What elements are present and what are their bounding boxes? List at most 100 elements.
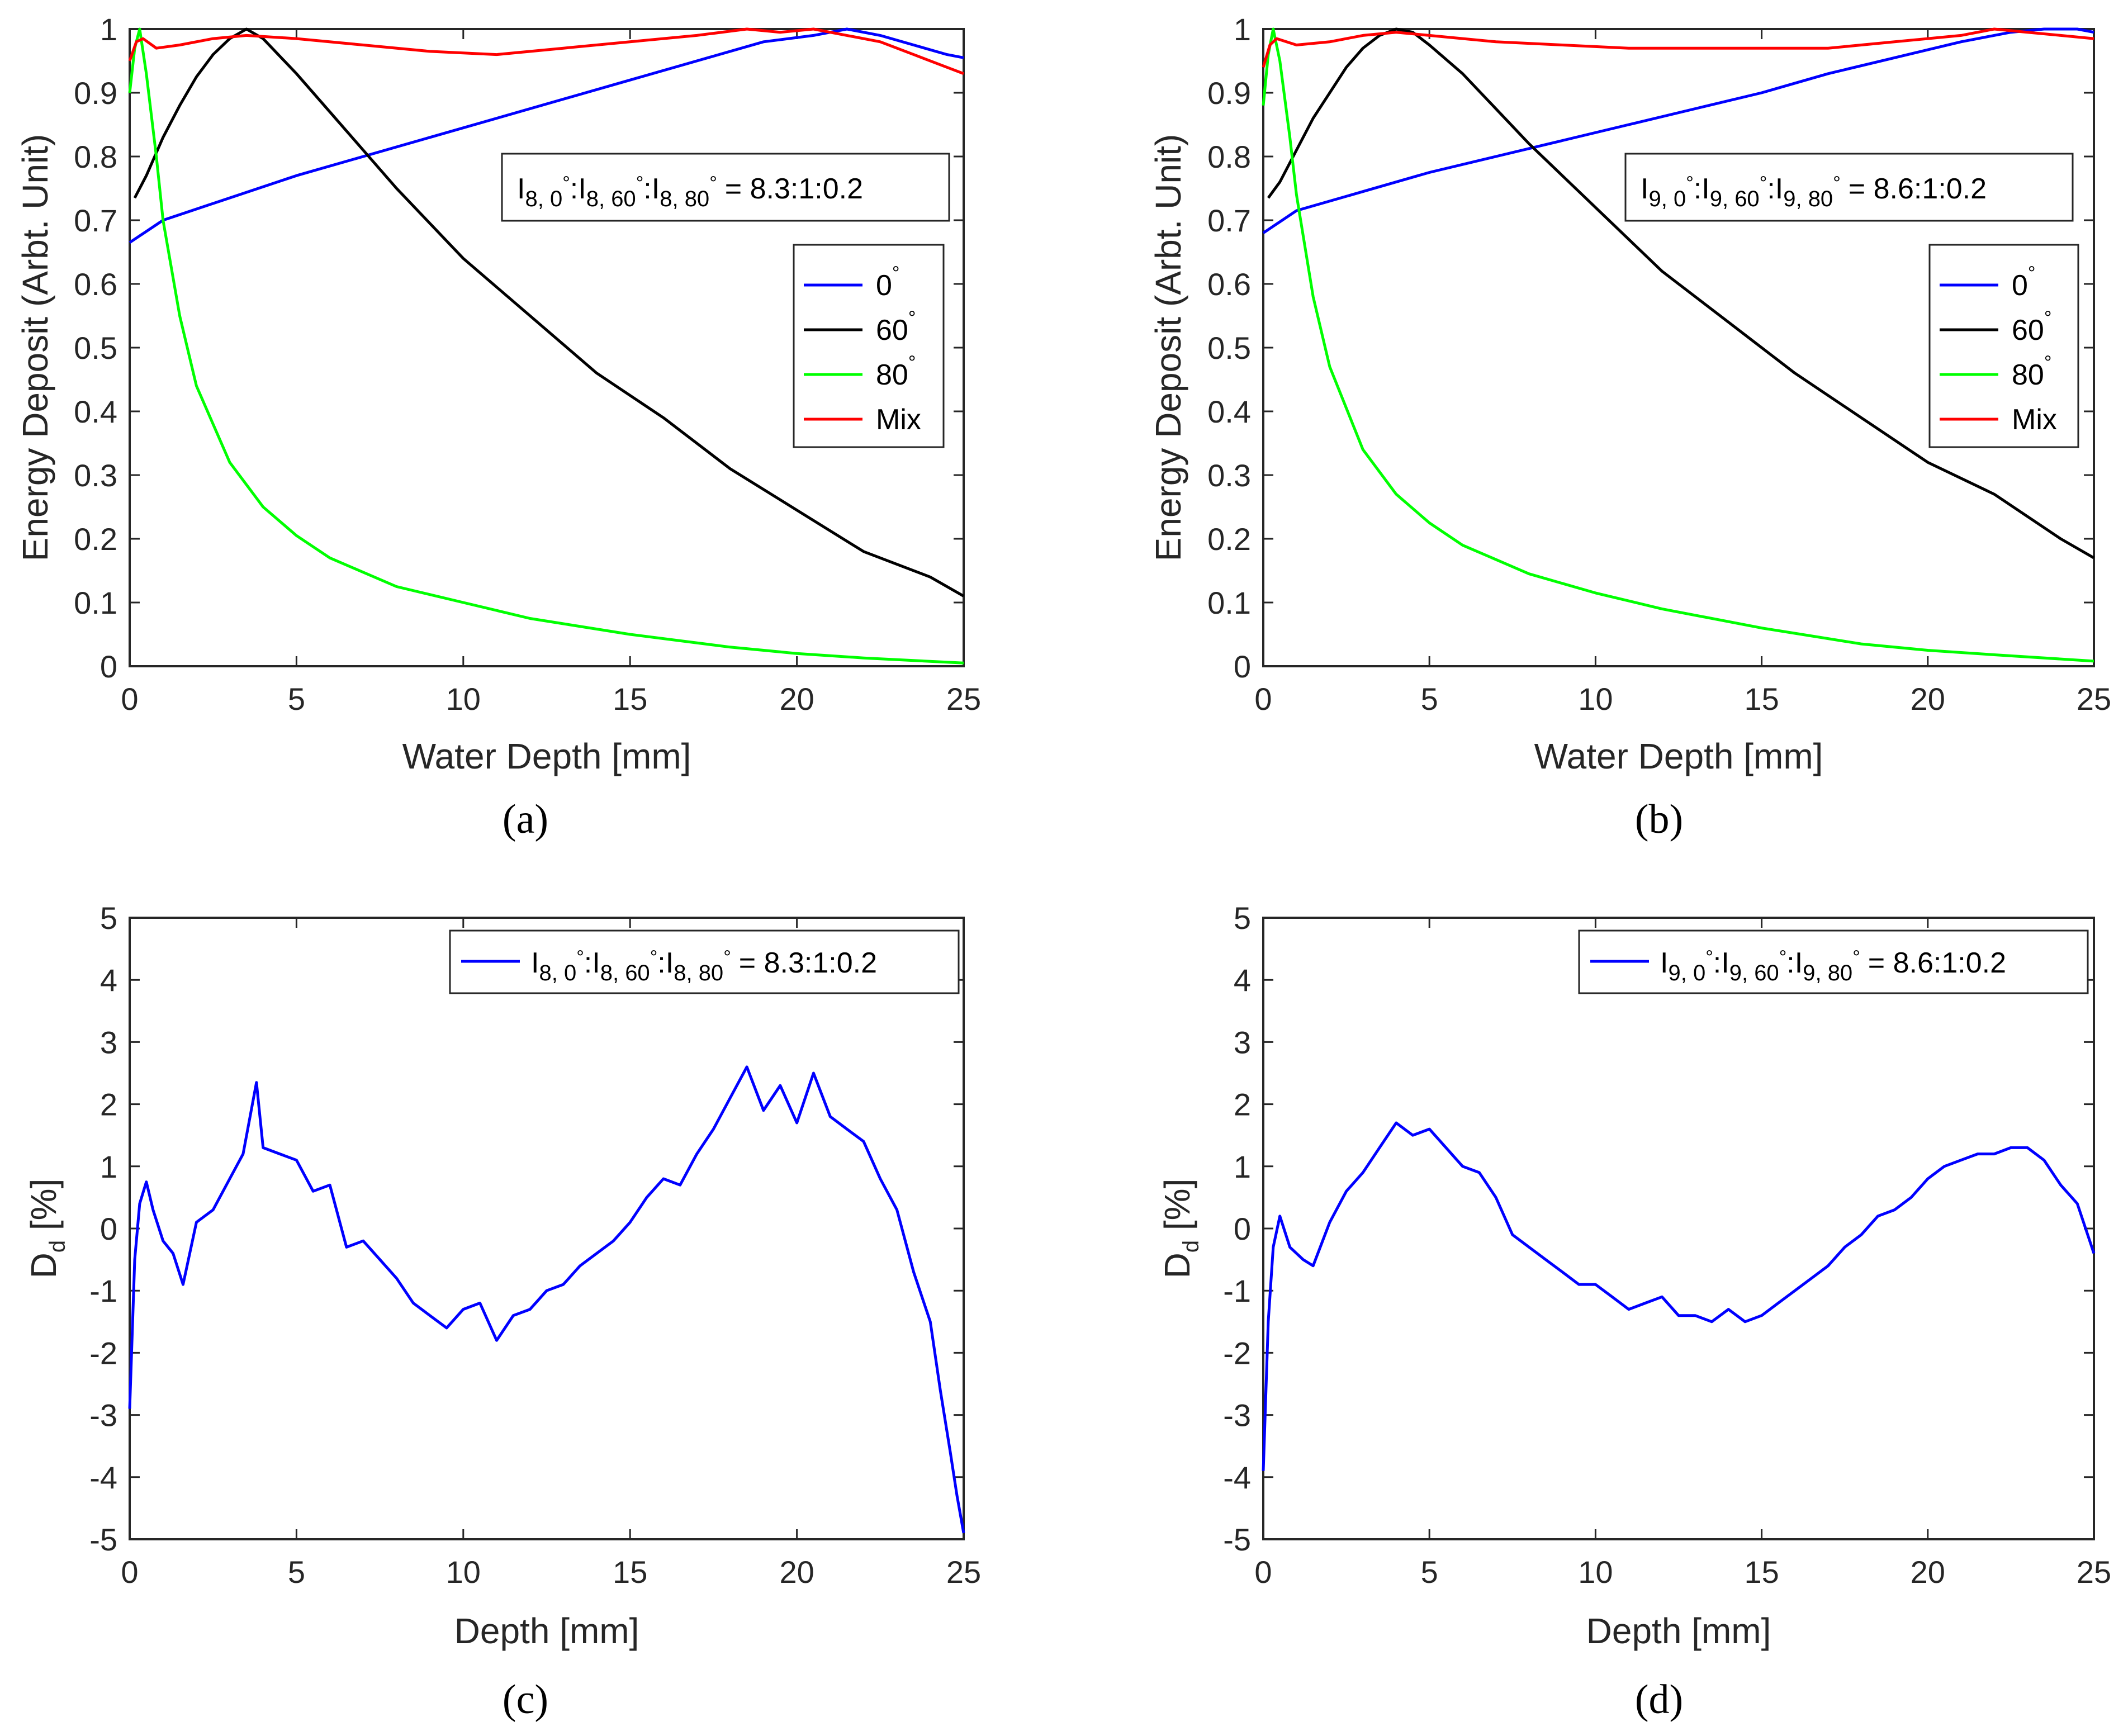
ratio-sub: 9 — [1648, 187, 1661, 211]
panel-b-ratio-box: I9, 0°:I9, 60°:I9, 80° = 8.6:1:0.2 — [1624, 153, 2074, 222]
y-tick-label: -3 — [89, 1398, 117, 1433]
y-tick-label: 1 — [1234, 1149, 1251, 1184]
svg-text:0°: 0° — [876, 263, 900, 302]
y-tick-label: -3 — [1223, 1398, 1251, 1433]
panel-b-legend: 0° 60° 80 ° Mix — [1928, 244, 2079, 448]
legend-label: 80 — [876, 359, 908, 391]
ratio-sub: 9 — [1803, 961, 1815, 985]
ratio-deg: ° — [1852, 947, 1860, 968]
legend-label: 80 — [2012, 359, 2044, 391]
panel-d-lines — [1262, 1121, 2096, 1471]
x-tick-label: 25 — [2077, 1554, 2111, 1590]
svg-text:I8, 0°:I8, 60°:I8, 80°= 8.3:1:: I8, 0°:I8, 60°:I8, 80° = 8.3:1:0.2 — [517, 173, 863, 211]
y-tick-label: 0.1 — [74, 585, 117, 620]
series-line-0 — [1262, 1121, 2096, 1471]
x-tick-label: 10 — [446, 681, 481, 717]
ratio-angle: 80 — [685, 187, 710, 211]
panel-b-ticks: 0 5 10 15 20 25 0 0.1 0.2 0.3 0.4 0.5 0.6 0.7 0.8 0.9 1 — [1207, 12, 2111, 717]
ratio-value: = 8.6:1:0.2 — [1849, 173, 1987, 205]
ratio-sub: 8 — [525, 187, 537, 211]
y-tick-label: -1 — [1223, 1273, 1251, 1308]
ratio-angle: 0 — [550, 187, 562, 211]
x-tick-label: 5 — [288, 681, 305, 717]
ratio-sym: I — [592, 947, 600, 979]
x-tick-label: 20 — [1911, 1554, 1945, 1590]
ratio-deg: ° — [562, 173, 570, 194]
ratio-deg: ° — [576, 947, 584, 968]
panel-b: 0 5 10 15 20 2500.10.20.30.40.50.60.70.80.91 … — [1148, 12, 2111, 842]
y-tick-label: 0 — [1234, 649, 1251, 684]
ratio-sub: 9 — [1783, 187, 1795, 211]
x-tick-label: 15 — [613, 1554, 647, 1590]
panel-b-ylabel: Energy Deposit (Arbt. Unit) — [1148, 134, 1188, 562]
legend-label: 0 — [2012, 269, 2028, 302]
ratio-deg: ° — [1760, 173, 1767, 194]
panel-c-ticks: 0 5 10 15 20 25 -5 -4 -3 -2 -1 0 1 2 3 4 5 — [89, 900, 981, 1590]
x-tick-label: 25 — [2077, 681, 2111, 717]
ratio-sym: I — [1775, 173, 1783, 205]
panel-c-caption: (c) — [503, 1677, 548, 1723]
x-tick-label: 15 — [1744, 1554, 1779, 1590]
ratio-sub: 8 — [674, 961, 686, 985]
x-tick-label: 0 — [121, 681, 138, 717]
panel-a: 0 5 10 15 20 2500.10.20.30.40.50.60.70.80.91 … — [15, 12, 981, 842]
ratio-angle: 0 — [1674, 187, 1686, 211]
y-tick-label: 3 — [100, 1024, 117, 1060]
legend-deg: ° — [908, 352, 916, 373]
legend-label: 60 — [2012, 314, 2044, 347]
panel-b-lines — [1262, 27, 2095, 663]
svg-text:80°: 80° — [876, 352, 916, 391]
legend-label: 60 — [876, 314, 908, 347]
y-tick-label: 0.3 — [74, 458, 117, 493]
legend-deg: ° — [2028, 263, 2036, 284]
ratio-angle: 80 — [1808, 187, 1833, 211]
y-tick-label: 0.4 — [74, 394, 117, 429]
x-tick-label: 20 — [1911, 681, 1945, 717]
ratio-deg: ° — [1686, 173, 1694, 194]
ratio-value: = 8.6:1:0.2 — [1868, 947, 2006, 979]
y-tick-label: -5 — [1223, 1522, 1251, 1557]
svg-text:I8, 0°:I8, 60°:I8, 80°= 8.3:1:: I8, 0°:I8, 60°:I8, 80° = 8.3:1:0.2 — [531, 947, 877, 985]
ratio-sub: 8 — [539, 961, 551, 985]
ratio-deg: ° — [636, 173, 644, 194]
ratio-angle: 60 — [1754, 961, 1779, 985]
series-line-80 — [128, 27, 964, 665]
x-tick-label: 15 — [1744, 681, 1779, 717]
panel-c-legend: I8, 0°:I8, 60°:I8, 80° = 8.3:1:0.2 — [449, 929, 960, 994]
svg-text:60°: 60° — [876, 307, 916, 347]
y-tick-label: 0.1 — [1207, 585, 1251, 620]
panel-d-legend: I9, 0°:I9, 60°:I9, 80° = 8.6:1:0.2 — [1578, 929, 2089, 994]
y-tick-label: 3 — [1234, 1024, 1251, 1060]
ratio-sym: I — [578, 173, 586, 205]
y-tick-label: 2 — [1234, 1087, 1251, 1122]
y-tick-label: -2 — [1223, 1335, 1251, 1370]
x-tick-label: 25 — [946, 681, 981, 717]
legend-label: Mix — [2012, 404, 2057, 436]
ratio-sym: I — [1721, 947, 1729, 979]
x-tick-label: 0 — [1254, 1554, 1272, 1590]
series-line-0 — [1262, 27, 2094, 234]
ratio-sub: 9 — [1729, 961, 1742, 985]
y-tick-label: 0.9 — [1207, 75, 1251, 111]
x-tick-label: 10 — [1578, 681, 1613, 717]
legend-label: Mix — [876, 404, 921, 436]
x-tick-label: 20 — [779, 681, 814, 717]
y-tick-label: 4 — [1234, 962, 1251, 998]
y-tick-label: 0.8 — [1207, 139, 1251, 174]
panel-a-ticks: 0 5 10 15 20 25 0 0.1 0.2 0.3 0.4 0.5 0.6 0.7 0.8 0.9 1 — [74, 12, 981, 717]
ratio-sym: I — [1660, 947, 1668, 979]
ratio-sym: I — [1702, 173, 1709, 205]
x-tick-label: 0 — [1254, 681, 1272, 717]
ratio-deg: ° — [723, 947, 731, 968]
y-tick-label: 0.4 — [1207, 394, 1251, 429]
y-tick-label: 0.2 — [74, 521, 117, 557]
ratio-angle: 80 — [699, 961, 724, 985]
y-tick-label: 0.2 — [1207, 521, 1251, 557]
y-tick-label: 0.3 — [1207, 458, 1251, 493]
ratio-value: = 8.3:1:0.2 — [739, 947, 877, 979]
y-tick-label: 1 — [1234, 12, 1251, 47]
svg-text:60°: 60° — [2012, 307, 2051, 347]
svg-text:0°: 0° — [2012, 263, 2036, 302]
panel-a-ratio-box: I8, 0°:I8, 60°:I8, 80° = 8.3:1:0.2 — [501, 153, 950, 222]
